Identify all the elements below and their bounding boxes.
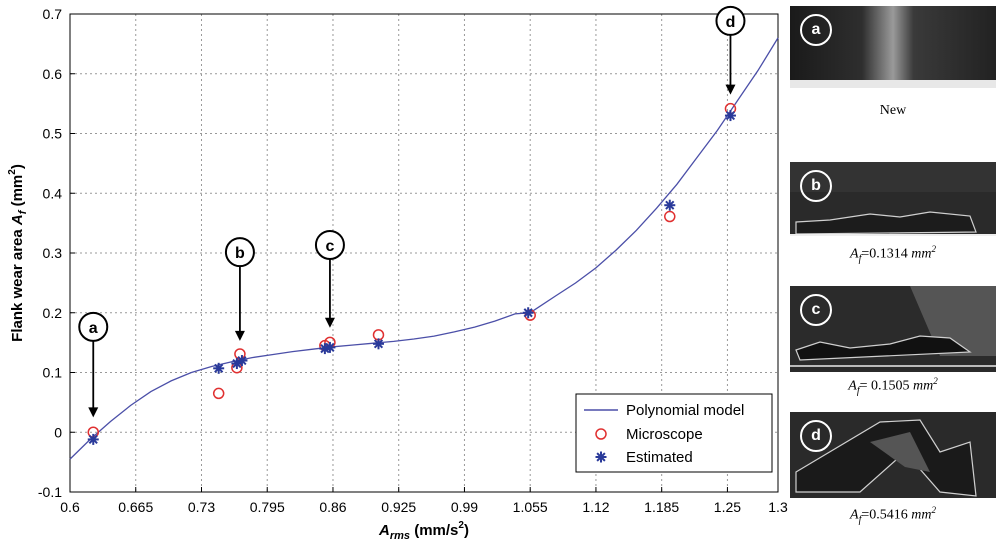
callout-c: c [314,229,345,328]
legend-label-estimated: Estimated [626,449,693,466]
series-estimated [87,110,736,445]
x-tick-label: 1.185 [644,499,679,515]
legend-star-mark [595,451,607,463]
x-tick-label: 0.6 [60,499,80,515]
x-tick-label: 1.055 [513,499,548,515]
x-tick-label: 1.12 [582,499,609,515]
estimated-point [236,355,248,367]
panel-badge: a [800,14,832,46]
estimated-point [372,338,384,350]
callout-b: b [224,237,255,341]
x-tick-label: 0.86 [319,499,346,515]
photo-panel-d: d [790,412,996,498]
x-axis-label: Arms (mm/s2) [378,520,469,542]
estimated-point [324,341,336,353]
legend-box [575,393,773,473]
legend-star-icon [595,451,607,463]
chart-area: 0.6 0.665 0.73 0.795 0.86 0.925 0.99 1.055 1.12 1… [7,5,788,542]
x-tick-label: 1.3 [768,499,788,515]
estimated-point [87,433,99,445]
x-axis: 0.6 0.665 0.73 0.795 0.86 0.925 0.99 1.055 1.12 1… [60,487,788,515]
legend-label-polynomial: Polynomial model [626,402,744,419]
panel-badge: c [800,294,832,326]
y-tick-label: -0.1 [38,484,62,500]
svg-text:d: d [726,14,736,31]
y-tick-label: 0.6 [43,66,63,82]
legend: Polynomial model Microscope Estimated [575,393,773,473]
x-tick-label: 0.665 [118,499,153,515]
estimated-point [213,362,225,374]
caption-b: Af=0.1314 mm2 [850,244,936,265]
panel-badge: b [800,170,832,202]
estimated-point [522,307,534,319]
y-tick-label: 0.3 [43,245,63,261]
estimated-point [664,199,676,211]
panel-badge: d [800,420,832,452]
microscope-point [212,387,225,400]
callout-d: d [715,5,746,95]
microscope-point [664,210,676,223]
y-tick-label: 0.1 [43,365,63,381]
y-axis-label: Flank wear area Af (mm2) [7,164,29,342]
y-tick-label: 0.7 [43,6,63,22]
svg-text:c: c [325,238,334,255]
caption-c: Af= 0.1505 mm2 [848,376,938,397]
svg-text:b: b [235,245,245,262]
y-tick-label: 0 [54,424,62,440]
caption-a: New [879,103,907,118]
x-tick-label: 1.25 [714,499,741,515]
y-axis: -0.1 0 0.1 0.2 0.3 0.4 0.5 0.6 0.7 [38,6,75,500]
y-tick-label: 0.2 [43,305,63,321]
legend-circle-icon [595,428,607,440]
y-tick-label: 0.4 [43,185,63,201]
callout-a: a [78,311,109,418]
annotations: a b c d [78,5,746,418]
photo-panel-c: c [790,286,996,372]
x-tick-label: 0.925 [381,499,416,515]
svg-text:a: a [89,320,98,337]
y-tick-label: 0.5 [43,126,63,142]
series-polynomial-model [69,37,779,460]
legend-label-microscope: Microscope [626,426,703,443]
estimated-point [724,110,736,122]
x-tick-label: 0.73 [188,499,215,515]
x-tick-label: 0.99 [451,499,478,515]
caption-d: Af=0.5416 mm2 [850,505,936,526]
photo-panel-b: b [790,162,996,236]
photo-panel-a: a [790,6,996,88]
polynomial-curve [69,37,779,460]
x-tick-label: 0.795 [250,499,285,515]
